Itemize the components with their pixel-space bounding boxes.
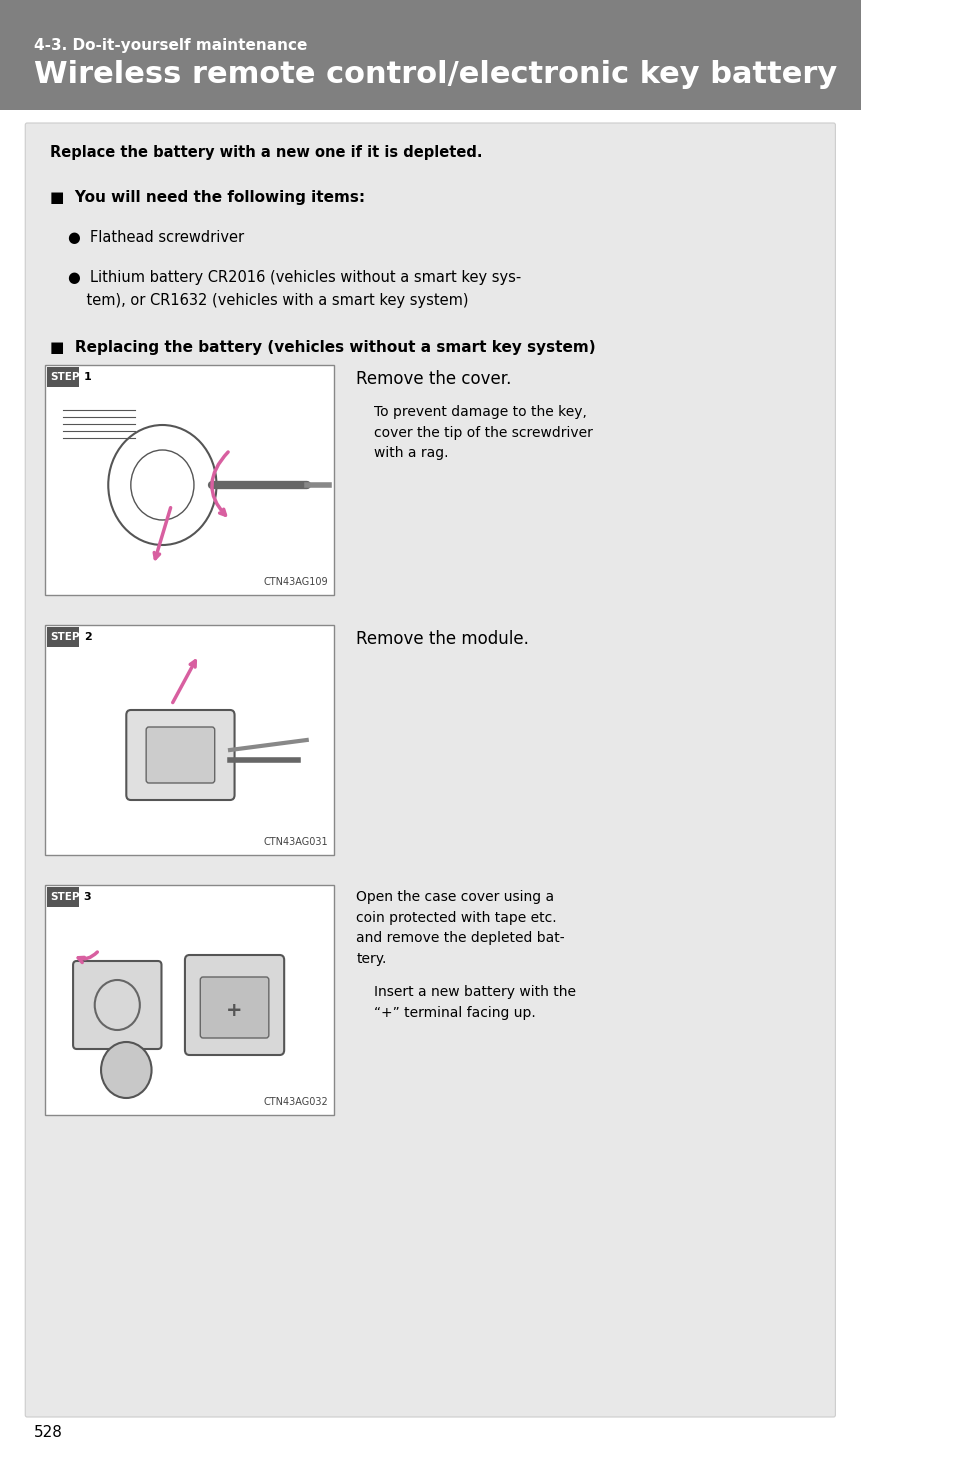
Text: Insert a new battery with the
“+” terminal facing up.: Insert a new battery with the “+” termin… [374, 985, 576, 1019]
Bar [47, 367, 95, 386]
FancyBboxPatch shape [126, 709, 234, 799]
Bar [79, 627, 95, 648]
FancyBboxPatch shape [146, 727, 214, 783]
Bar [45, 885, 334, 1115]
Text: CTN43AG109: CTN43AG109 [263, 577, 328, 587]
Text: ■  You will need the following items:: ■ You will need the following items: [50, 190, 364, 205]
Text: ●  Flathead screwdriver: ● Flathead screwdriver [68, 230, 244, 245]
Text: Remove the module.: Remove the module. [356, 630, 529, 648]
Text: tem), or CR1632 (vehicles with a smart key system): tem), or CR1632 (vehicles with a smart k… [68, 294, 468, 308]
Text: CTN43AG032: CTN43AG032 [263, 1097, 328, 1108]
Text: ■  Replacing the battery (vehicles without a smart key system): ■ Replacing the battery (vehicles withou… [50, 341, 595, 355]
Text: To prevent damage to the key,
cover the tip of the screwdriver
with a rag.: To prevent damage to the key, cover the … [374, 406, 593, 460]
FancyBboxPatch shape [25, 122, 835, 1417]
Text: Wireless remote control/electronic key battery: Wireless remote control/electronic key b… [34, 60, 837, 88]
Text: STEP: STEP [51, 631, 80, 642]
Text: 4-3. Do-it-yourself maintenance: 4-3. Do-it-yourself maintenance [34, 38, 307, 53]
Text: STEP: STEP [51, 372, 80, 382]
Text: 528: 528 [34, 1425, 63, 1440]
Bar [45, 364, 334, 594]
FancyBboxPatch shape [73, 962, 161, 1049]
Text: STEP: STEP [51, 892, 80, 903]
Text: ●  Lithium battery CR2016 (vehicles without a smart key sys-: ● Lithium battery CR2016 (vehicles witho… [68, 270, 520, 285]
Bar [0, 0, 860, 111]
Bar [79, 367, 95, 386]
Text: 2: 2 [84, 631, 91, 642]
Text: Open the case cover using a
coin protected with tape etc.
and remove the deplete: Open the case cover using a coin protect… [356, 889, 564, 966]
Text: CTN43AG031: CTN43AG031 [263, 836, 328, 847]
Bar [79, 886, 95, 907]
Bar [47, 627, 95, 648]
Circle shape [101, 1041, 152, 1097]
Text: 3: 3 [84, 892, 91, 903]
Text: Remove the cover.: Remove the cover. [356, 370, 511, 388]
FancyBboxPatch shape [200, 976, 269, 1038]
Text: +: + [226, 1000, 243, 1019]
Bar [47, 886, 95, 907]
Bar [45, 625, 334, 856]
Text: 1: 1 [84, 372, 91, 382]
Text: Replace the battery with a new one if it is depleted.: Replace the battery with a new one if it… [50, 145, 481, 159]
FancyBboxPatch shape [185, 954, 284, 1055]
